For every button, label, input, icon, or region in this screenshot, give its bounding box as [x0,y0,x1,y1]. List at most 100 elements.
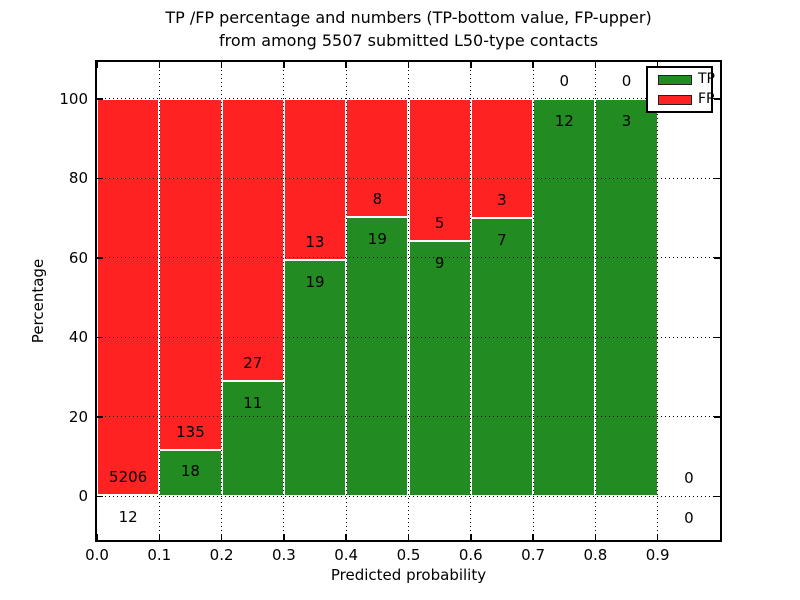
fp-count-label: 135 [176,422,205,441]
gridline-x [221,62,223,540]
x-tick-label: 0.5 [396,546,421,564]
x-tick-mark-bottom [345,534,347,540]
legend-label-tp: TP [698,71,715,87]
y-tick-label: 80 [68,169,88,188]
y-tick-mark-right [714,257,720,259]
y-tick-mark-left [97,416,103,418]
bar-tp-segment [346,216,409,497]
x-tick-label: 0.3 [271,546,296,564]
chart-title: TP /FP percentage and numbers (TP-bottom… [95,6,722,52]
bar-tp-segment [221,381,284,497]
y-tick-mark-left [97,495,103,498]
fp-count-label: 5206 [109,468,148,487]
tp-count-label: 19 [367,229,387,248]
fp-count-label: 0 [621,72,632,91]
bar-fp-segment [346,98,409,217]
x-tick-mark-top [470,62,472,68]
y-tick-mark-right [714,495,720,498]
bar-tp-segment [408,240,471,497]
x-tick-mark-bottom [594,534,597,540]
x-tick-mark-top [283,62,285,68]
x-tick-mark-bottom [532,534,534,540]
y-tick-mark-right [714,336,720,339]
y-tick-label: 0 [78,487,88,506]
gridline-x [158,62,160,540]
fp-count-label: 13 [305,233,325,252]
fp-count-label: 27 [243,354,263,373]
chart-title-line-1: TP /FP percentage and numbers (TP-bottom… [165,8,652,27]
fp-count-label: 0 [684,469,694,488]
y-tick-mark-left [97,177,103,180]
y-tick-label: 20 [68,407,88,426]
x-tick-mark-top [345,62,347,68]
x-tick-mark-top [220,62,223,68]
plot-area: 5206 12 135 18 27 11 13 19 8 19 5 9 3 7 0 12 0 3 0 0 TP FP [95,60,722,542]
x-tick-mark-bottom [656,534,659,540]
y-tick-mark-right [714,98,720,100]
gridline-x [594,62,596,540]
bar-fp-segment [283,98,347,261]
gridline-x [532,62,534,540]
bar-tp-segment [595,98,658,497]
bar-tp-segment [283,260,347,497]
x-tick-label: 0.9 [645,546,670,564]
tp-count-label: 11 [243,394,263,413]
legend-swatch-fp [658,95,692,105]
y-tick-mark-right [714,416,720,418]
x-tick-mark-top [532,62,534,68]
gridline-x [345,62,347,540]
y-tick-label: 100 [59,89,88,108]
bar-fp-segment [221,98,284,382]
tp-count-label: 9 [434,253,445,272]
legend-swatch-tp [658,75,692,85]
x-tick-mark-bottom [96,534,98,540]
x-tick-mark-top [158,62,161,68]
bar-fp-segment [97,98,160,496]
fp-count-label: 5 [434,213,445,232]
y-tick-mark-left [97,257,103,259]
y-tick-label: 40 [68,328,88,347]
tp-count-label: 12 [118,508,138,527]
tp-count-label: 18 [180,462,200,481]
x-tick-mark-top [96,62,98,68]
fp-count-label: 0 [559,72,570,91]
fp-count-label: 8 [372,189,383,208]
y-tick-label: 60 [68,248,88,267]
gridline-x [470,62,472,540]
x-tick-label: 0.6 [458,546,483,564]
x-axis-label: Predicted probability [330,566,487,584]
x-tick-mark-top [407,62,410,68]
x-tick-mark-bottom [470,534,472,540]
x-tick-mark-bottom [283,534,285,540]
fp-count-label: 3 [497,191,507,210]
x-tick-mark-bottom [158,534,161,540]
y-tick-mark-right [714,177,720,180]
y-tick-mark-left [97,336,103,339]
x-tick-label: 0.0 [85,546,109,564]
x-tick-label: 0.4 [334,546,359,564]
x-tick-label: 0.2 [209,546,234,564]
legend-label-fp: FP [698,91,715,107]
gridline-x [408,62,409,540]
x-tick-mark-top [656,62,659,68]
bar-fp-segment [470,98,534,219]
x-tick-mark-top [594,62,597,68]
tp-count-label: 12 [554,111,574,130]
chart-title-line-2: from among 5507 submitted L50-type conta… [218,31,599,50]
tp-count-label: 19 [305,273,325,292]
x-tick-label: 0.8 [583,546,608,564]
bar-fp-segment [408,98,471,241]
x-tick-label: 0.1 [147,546,172,564]
x-tick-mark-bottom [220,534,223,540]
bar-fp-segment [159,98,222,450]
x-tick-mark-bottom [407,534,410,540]
x-tick-label: 0.7 [521,546,546,564]
legend: TP FP [646,66,715,113]
y-tick-mark-left [97,98,103,100]
bar-tp-segment [470,218,534,497]
tp-count-label: 3 [621,111,632,130]
bar-tp-segment [159,449,222,497]
gridline-x [657,62,659,540]
tp-count-label: 7 [497,231,507,249]
